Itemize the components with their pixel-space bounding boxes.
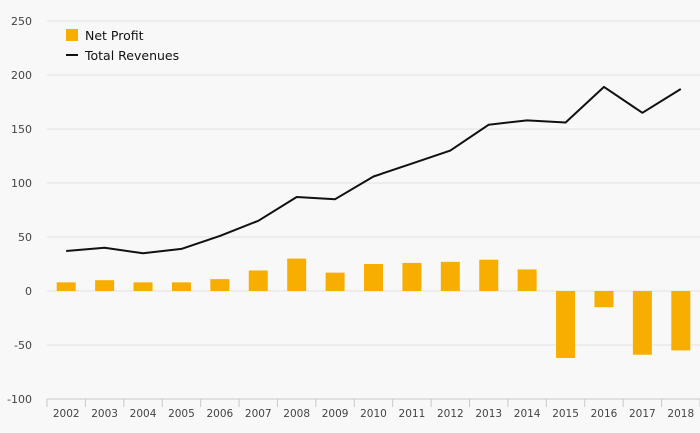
bar-net-profit-2006 bbox=[210, 279, 230, 291]
y-tick-label: 150 bbox=[11, 123, 32, 136]
x-tick-label: 2017 bbox=[629, 408, 656, 420]
x-tick-label: 2003 bbox=[91, 408, 118, 420]
x-tick-label: 2002 bbox=[53, 408, 80, 420]
legend-label-total-revenues: Total Revenues bbox=[84, 48, 179, 63]
bar-net-profit-2012 bbox=[440, 261, 460, 291]
x-tick-label: 2006 bbox=[206, 408, 233, 420]
grid-lines bbox=[47, 20, 700, 400]
legend-label-net-profit: Net Profit bbox=[85, 28, 144, 43]
net-profit-bars bbox=[56, 258, 691, 358]
bar-net-profit-2003 bbox=[95, 280, 115, 291]
y-tick-label: 200 bbox=[11, 69, 32, 82]
x-tick-label: 2010 bbox=[360, 408, 387, 420]
x-tick-label: 2011 bbox=[399, 408, 426, 420]
bar-net-profit-2004 bbox=[133, 282, 153, 291]
bar-net-profit-2017 bbox=[632, 291, 652, 355]
bar-net-profit-2007 bbox=[248, 270, 268, 291]
line-total-revenues bbox=[66, 85, 682, 255]
bar-net-profit-2015 bbox=[556, 291, 576, 358]
y-tick-label: 50 bbox=[18, 231, 32, 244]
x-tick-label: 2008 bbox=[283, 408, 310, 420]
bar-net-profit-2002 bbox=[56, 282, 76, 291]
bar-net-profit-2016 bbox=[594, 291, 614, 308]
bar-net-profit-2018 bbox=[671, 291, 691, 351]
bar-net-profit-2010 bbox=[364, 264, 383, 291]
x-tick-label: 2007 bbox=[245, 408, 272, 420]
x-tick-label: 2016 bbox=[591, 408, 618, 420]
bar-net-profit-2009 bbox=[325, 272, 345, 291]
legend: Net Profit Total Revenues bbox=[66, 28, 179, 63]
bar-net-profit-2005 bbox=[171, 282, 191, 291]
x-axis: 2002 2003 2004 2005 2006 2007 2008 2009 2010 2011… bbox=[46, 398, 700, 420]
x-tick-label: 2015 bbox=[552, 408, 579, 420]
bar-net-profit-2014 bbox=[517, 269, 537, 291]
bar-net-profit-2013 bbox=[479, 259, 499, 291]
y-tick-label: -50 bbox=[14, 339, 32, 352]
legend-swatch-net-profit bbox=[66, 29, 78, 41]
x-tick-label: 2012 bbox=[437, 408, 464, 420]
x-tick-label: 2004 bbox=[130, 408, 157, 420]
total-revenues-line-group bbox=[66, 85, 682, 255]
y-tick-label: 0 bbox=[25, 285, 32, 298]
x-tick-label: 2009 bbox=[322, 408, 349, 420]
y-tick-label: 250 bbox=[11, 15, 32, 28]
x-tick-label: 2018 bbox=[667, 408, 694, 420]
y-tick-label: -100 bbox=[7, 393, 32, 406]
y-axis-ticks: -100 -50 0 50 100 150 200 250 bbox=[7, 15, 32, 406]
x-tick-label: 2005 bbox=[168, 408, 195, 420]
y-tick-label: 100 bbox=[11, 177, 32, 190]
x-tick-label: 2013 bbox=[475, 408, 502, 420]
bar-net-profit-2008 bbox=[287, 258, 307, 291]
bar-net-profit-2011 bbox=[402, 262, 422, 291]
x-tick-label: 2014 bbox=[514, 408, 541, 420]
